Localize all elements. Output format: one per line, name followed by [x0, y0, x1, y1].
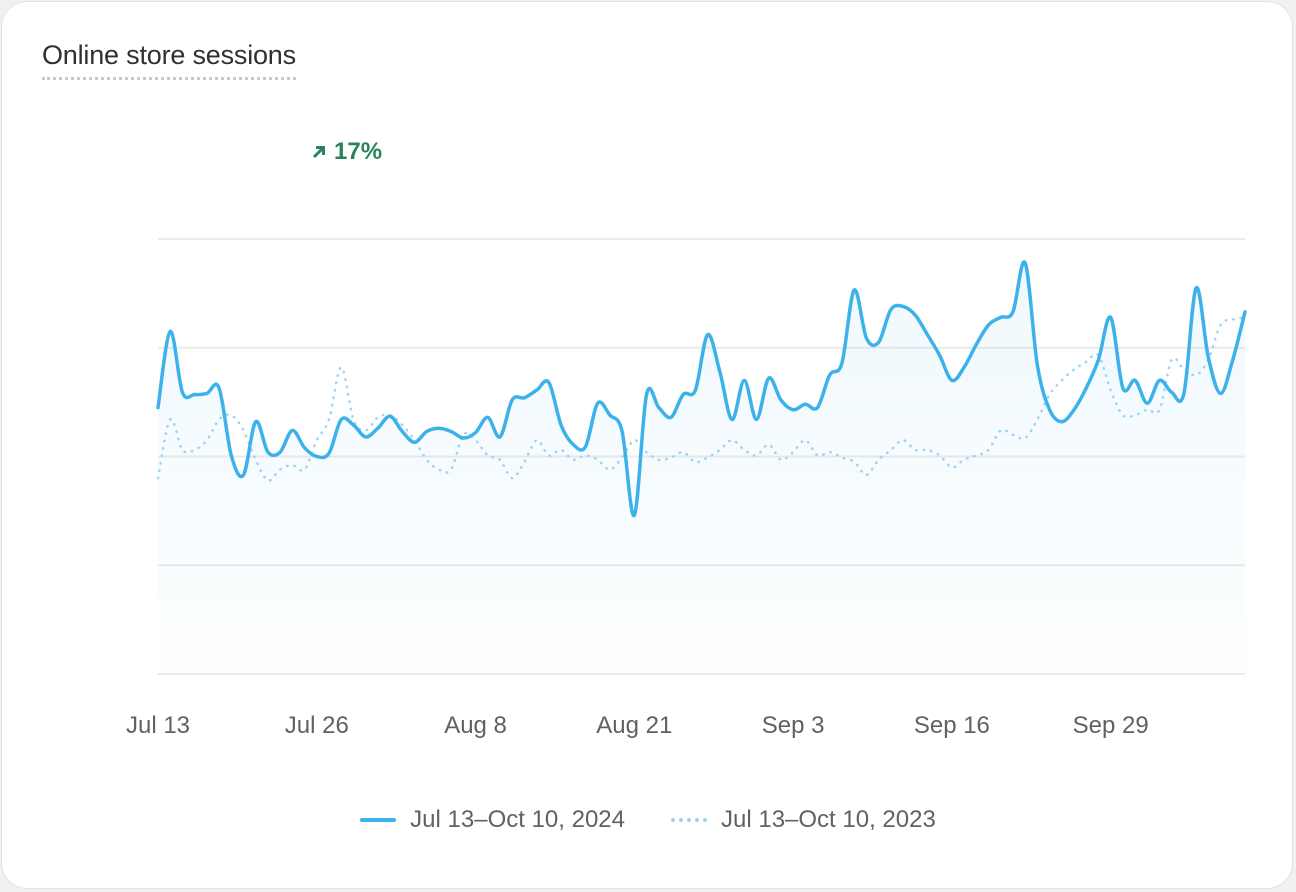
x-tick-label: Aug 21 [596, 712, 673, 739]
current-series-area [158, 261, 1245, 674]
chart-legend: Jul 13–Oct 10, 2024 Jul 13–Oct 10, 2023 [0, 806, 1296, 834]
x-tick-label: Sep 3 [761, 712, 825, 739]
solid-line-swatch [360, 818, 397, 822]
legend-item-current[interactable]: Jul 13–Oct 10, 2024 [360, 806, 625, 834]
legend-item-previous[interactable]: Jul 13–Oct 10, 2023 [671, 806, 936, 834]
legend-label: Jul 13–Oct 10, 2023 [721, 806, 936, 833]
previous-period-line [156, 316, 1247, 482]
change-value: 17% [334, 138, 383, 165]
x-tick-label: Aug 8 [444, 712, 507, 739]
x-tick-label: Sep 29 [1072, 712, 1149, 739]
current-period-line [156, 260, 1247, 517]
arrow-up-right-icon [312, 146, 325, 159]
legend-label: Jul 13–Oct 10, 2024 [410, 806, 625, 833]
card-title[interactable]: Online store sessions [42, 40, 296, 80]
x-tick-label: Jul 13 [125, 712, 191, 739]
x-tick-label: Jul 26 [284, 712, 349, 739]
x-tick-label: Sep 16 [913, 712, 990, 739]
dotted-line-swatch [671, 818, 707, 822]
change-badge: 17% [310, 138, 382, 166]
